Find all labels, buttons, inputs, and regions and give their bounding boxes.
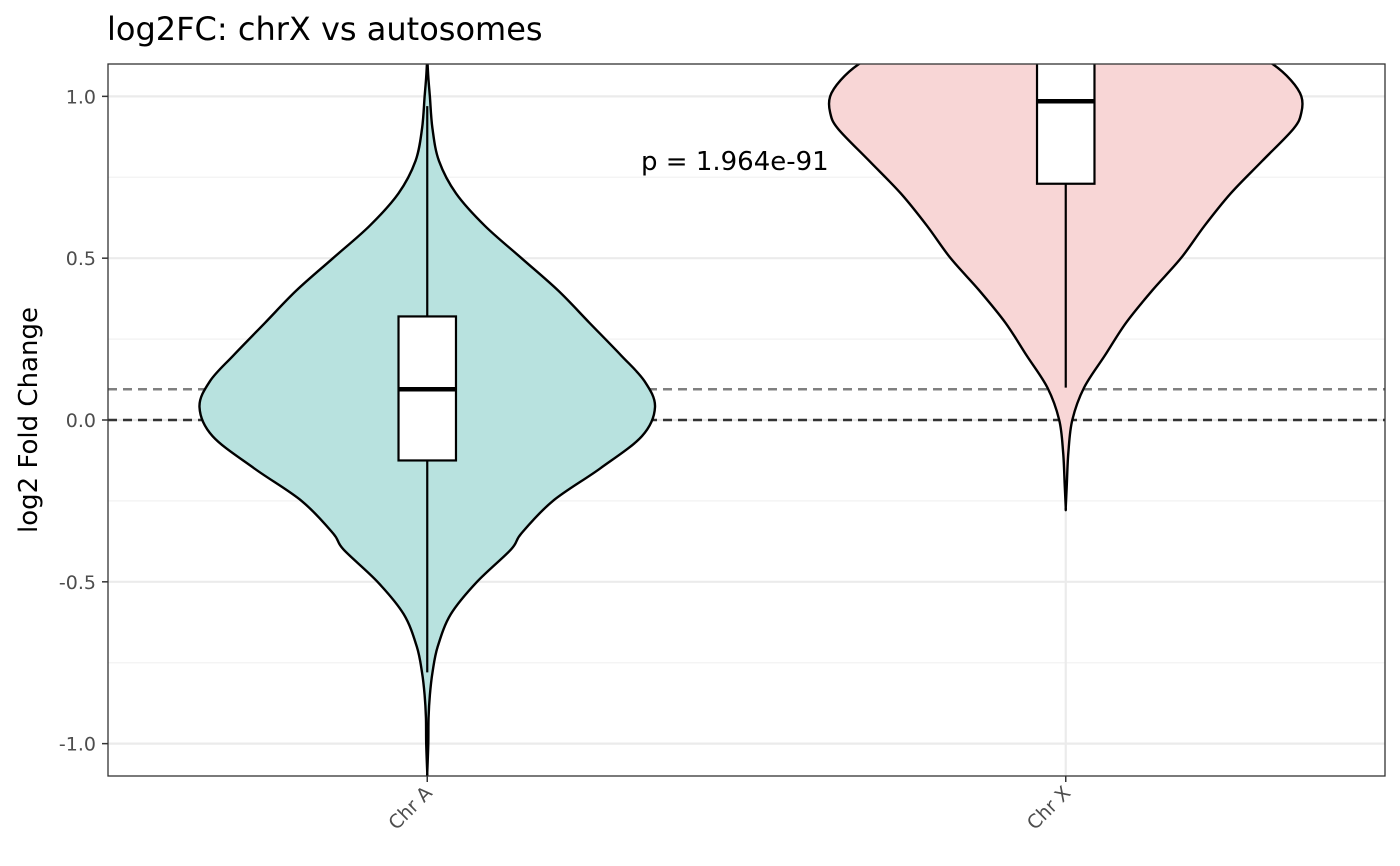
boxplots	[397, 64, 1096, 673]
y-tick-label: 1.0	[66, 86, 96, 108]
y-tick-label: -0.5	[59, 572, 96, 594]
chart-title: log2FC: chrX vs autosomes	[107, 10, 543, 48]
y-axis-label: log2 Fold Change	[14, 307, 44, 533]
box	[1035, 64, 1096, 185]
y-tick-label: 0.0	[66, 410, 96, 432]
y-tick-label: 0.5	[66, 248, 96, 270]
x-tick-label: Chr X	[1023, 782, 1075, 834]
y-tick-label: -1.0	[59, 734, 96, 756]
x-tick-label: Chr A	[384, 782, 436, 834]
p-value-annotation: p = 1.964e-91	[641, 147, 829, 177]
